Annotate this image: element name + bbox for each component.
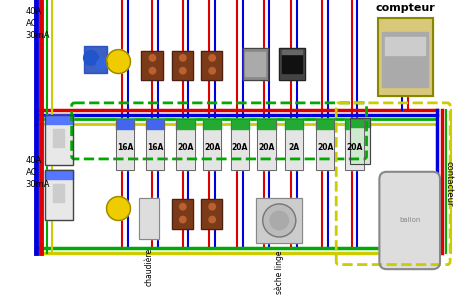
Bar: [285, 119, 303, 170]
Bar: [201, 51, 222, 80]
Text: 20A: 20A: [177, 143, 194, 152]
Bar: [378, 18, 433, 97]
Circle shape: [180, 204, 186, 210]
Bar: [316, 119, 334, 170]
Bar: [176, 119, 195, 170]
Circle shape: [107, 197, 130, 221]
Bar: [53, 184, 64, 202]
Bar: [346, 119, 364, 129]
Bar: [201, 199, 222, 229]
Bar: [45, 115, 73, 165]
Text: 20A: 20A: [317, 143, 333, 152]
Circle shape: [209, 204, 215, 210]
Bar: [146, 119, 164, 170]
Bar: [172, 51, 193, 80]
Circle shape: [149, 55, 155, 61]
Bar: [279, 48, 305, 80]
Bar: [45, 170, 73, 221]
Circle shape: [270, 211, 289, 230]
Text: 20A: 20A: [258, 143, 274, 152]
Bar: [230, 119, 249, 170]
Bar: [146, 119, 164, 170]
Bar: [346, 119, 364, 170]
Bar: [256, 198, 302, 243]
Bar: [243, 48, 268, 80]
Bar: [285, 119, 303, 170]
Bar: [146, 119, 164, 129]
Text: 20A: 20A: [232, 143, 248, 152]
Bar: [45, 115, 73, 124]
Bar: [45, 170, 73, 179]
Text: 20A: 20A: [204, 143, 220, 152]
Bar: [116, 119, 134, 129]
Circle shape: [180, 68, 186, 74]
Circle shape: [149, 68, 155, 74]
Bar: [172, 199, 193, 229]
Bar: [139, 198, 159, 239]
Bar: [176, 119, 195, 170]
Bar: [256, 198, 302, 243]
FancyBboxPatch shape: [379, 172, 440, 269]
Bar: [203, 119, 221, 129]
Bar: [172, 51, 193, 80]
Circle shape: [107, 49, 130, 74]
Bar: [282, 55, 302, 74]
Bar: [141, 51, 163, 80]
Text: 16A: 16A: [117, 143, 133, 152]
Bar: [316, 119, 334, 170]
Circle shape: [96, 59, 108, 70]
Bar: [350, 118, 370, 164]
Circle shape: [209, 55, 215, 61]
Circle shape: [83, 51, 98, 65]
Bar: [201, 51, 222, 80]
Bar: [116, 119, 134, 170]
Text: sèche linge: sèche linge: [274, 251, 284, 294]
Bar: [285, 119, 303, 129]
Bar: [172, 199, 193, 229]
Circle shape: [209, 216, 215, 223]
Circle shape: [180, 55, 186, 61]
Bar: [141, 51, 163, 80]
Bar: [282, 49, 302, 54]
Circle shape: [180, 216, 186, 223]
Bar: [203, 119, 221, 170]
Text: 40A
AC
30mA: 40A AC 30mA: [26, 7, 50, 40]
Bar: [378, 18, 433, 97]
Text: contacteur: contacteur: [445, 161, 454, 207]
Bar: [382, 32, 428, 87]
Bar: [385, 37, 425, 55]
Bar: [245, 52, 265, 76]
Text: 16A: 16A: [147, 143, 164, 152]
Bar: [243, 48, 268, 80]
Bar: [257, 119, 275, 170]
Circle shape: [209, 68, 215, 74]
Bar: [45, 170, 73, 221]
Circle shape: [263, 204, 296, 237]
Bar: [230, 119, 249, 129]
Bar: [257, 119, 275, 129]
Bar: [83, 46, 108, 74]
Bar: [316, 119, 334, 129]
Text: chaudière: chaudière: [144, 248, 153, 286]
Text: compteur: compteur: [375, 3, 435, 13]
Bar: [346, 119, 364, 170]
Bar: [139, 198, 159, 239]
Bar: [203, 119, 221, 170]
Bar: [53, 129, 64, 147]
Bar: [201, 199, 222, 229]
Bar: [116, 119, 134, 170]
Bar: [279, 48, 305, 80]
Bar: [45, 115, 73, 165]
Text: ballon: ballon: [399, 218, 420, 224]
Bar: [230, 119, 249, 170]
Bar: [350, 118, 370, 164]
Bar: [257, 119, 275, 170]
Bar: [350, 118, 370, 127]
Text: 40A
AC
30mA: 40A AC 30mA: [26, 156, 50, 189]
Bar: [176, 119, 195, 129]
Text: 20A: 20A: [346, 143, 363, 152]
Text: 2A: 2A: [288, 143, 300, 152]
